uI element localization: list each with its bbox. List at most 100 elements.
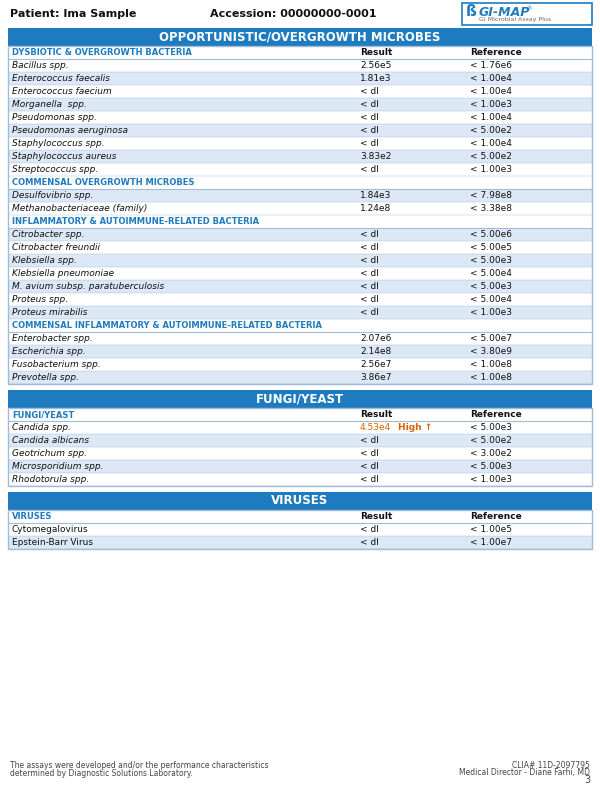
Text: Escherichia spp.: Escherichia spp. xyxy=(12,347,86,356)
Text: < dl: < dl xyxy=(360,282,379,291)
Bar xyxy=(8,358,592,371)
Text: < dl: < dl xyxy=(360,449,379,458)
Text: 1.24e8: 1.24e8 xyxy=(360,204,391,213)
Text: Klebsiella pneumoniae: Klebsiella pneumoniae xyxy=(12,269,114,278)
Text: < dl: < dl xyxy=(360,230,379,239)
Text: Result: Result xyxy=(360,48,392,57)
Text: < 5.00e3: < 5.00e3 xyxy=(470,282,512,291)
Text: Enterobacter spp.: Enterobacter spp. xyxy=(12,334,93,343)
Text: Prevotella spp.: Prevotella spp. xyxy=(12,373,79,382)
Text: 2.07e6: 2.07e6 xyxy=(360,334,391,343)
Text: Result: Result xyxy=(360,410,392,419)
Text: < dl: < dl xyxy=(360,525,379,534)
Text: < 5.00e2: < 5.00e2 xyxy=(470,126,512,135)
Bar xyxy=(8,408,592,486)
Bar xyxy=(8,371,592,384)
Text: 3.86e7: 3.86e7 xyxy=(360,373,392,382)
Text: < 5.00e7: < 5.00e7 xyxy=(470,334,512,343)
Text: < dl: < dl xyxy=(360,139,379,148)
Bar xyxy=(462,3,592,25)
Text: OPPORTUNISTIC/OVERGROWTH MICROBES: OPPORTUNISTIC/OVERGROWTH MICROBES xyxy=(160,31,440,43)
Text: < dl: < dl xyxy=(360,87,379,96)
Bar xyxy=(8,176,592,189)
Text: Proteus mirabilis: Proteus mirabilis xyxy=(12,308,88,317)
Text: ®: ® xyxy=(526,6,532,12)
Bar xyxy=(8,98,592,111)
Text: < dl: < dl xyxy=(360,295,379,304)
Text: < dl: < dl xyxy=(360,475,379,484)
Text: Reference: Reference xyxy=(470,410,522,419)
Text: Candida albicans: Candida albicans xyxy=(12,436,89,445)
Text: < 1.00e3: < 1.00e3 xyxy=(470,100,512,109)
Text: Cytomegalovirus: Cytomegalovirus xyxy=(12,525,89,534)
Text: < 1.00e8: < 1.00e8 xyxy=(470,373,512,382)
Bar xyxy=(8,163,592,176)
Text: Proteus spp.: Proteus spp. xyxy=(12,295,68,304)
Text: INFLAMMATORY & AUTOIMMUNE-RELATED BACTERIA: INFLAMMATORY & AUTOIMMUNE-RELATED BACTER… xyxy=(12,217,259,226)
Text: 3.83e2: 3.83e2 xyxy=(360,152,391,161)
Text: Result: Result xyxy=(360,512,392,521)
Text: < 5.00e4: < 5.00e4 xyxy=(470,295,512,304)
Text: < 3.38e8: < 3.38e8 xyxy=(470,204,512,213)
Text: determined by Diagnostic Solutions Laboratory.: determined by Diagnostic Solutions Labor… xyxy=(10,769,193,777)
Bar xyxy=(8,28,592,46)
Text: Candida spp.: Candida spp. xyxy=(12,423,71,432)
Bar xyxy=(8,228,592,241)
Text: ß: ß xyxy=(466,5,477,20)
Text: Citrobacter spp.: Citrobacter spp. xyxy=(12,230,85,239)
Text: Morganella  spp.: Morganella spp. xyxy=(12,100,87,109)
Text: Streptococcus spp.: Streptococcus spp. xyxy=(12,165,98,174)
Text: DYSBIOTIC & OVERGROWTH BACTERIA: DYSBIOTIC & OVERGROWTH BACTERIA xyxy=(12,48,192,57)
Text: < 1.00e3: < 1.00e3 xyxy=(470,475,512,484)
Bar xyxy=(8,510,592,549)
Bar xyxy=(8,306,592,319)
Text: < 1.00e3: < 1.00e3 xyxy=(470,165,512,174)
Bar xyxy=(8,492,592,510)
Text: 2.14e8: 2.14e8 xyxy=(360,347,391,356)
Text: Citrobacter freundii: Citrobacter freundii xyxy=(12,243,100,252)
Text: < 5.00e4: < 5.00e4 xyxy=(470,269,512,278)
Bar xyxy=(8,421,592,434)
Bar xyxy=(8,150,592,163)
Text: < 5.00e2: < 5.00e2 xyxy=(470,436,512,445)
Bar xyxy=(8,267,592,280)
Text: 2.56e5: 2.56e5 xyxy=(360,61,391,70)
Text: CLIA# 11D-2097795: CLIA# 11D-2097795 xyxy=(512,762,590,770)
Text: High ↑: High ↑ xyxy=(398,423,432,432)
Bar xyxy=(8,124,592,137)
Text: Epstein-Barr Virus: Epstein-Barr Virus xyxy=(12,538,93,547)
Text: Enterococcus faecalis: Enterococcus faecalis xyxy=(12,74,110,83)
Text: VIRUSES: VIRUSES xyxy=(12,512,52,521)
Text: < dl: < dl xyxy=(360,113,379,122)
Text: < dl: < dl xyxy=(360,436,379,445)
Text: VIRUSES: VIRUSES xyxy=(271,494,329,508)
Text: Medical Director - Diane Farhi, MD: Medical Director - Diane Farhi, MD xyxy=(459,769,590,777)
Text: 1.81e3: 1.81e3 xyxy=(360,74,392,83)
Text: Reference: Reference xyxy=(470,512,522,521)
Bar xyxy=(8,447,592,460)
Text: COMMENSAL OVERGROWTH MICROBES: COMMENSAL OVERGROWTH MICROBES xyxy=(12,178,194,187)
Bar xyxy=(8,72,592,85)
Text: < dl: < dl xyxy=(360,126,379,135)
Text: Rhodotorula spp.: Rhodotorula spp. xyxy=(12,475,89,484)
Text: 2.56e7: 2.56e7 xyxy=(360,360,391,369)
Text: < 1.00e4: < 1.00e4 xyxy=(470,113,512,122)
Text: < dl: < dl xyxy=(360,256,379,265)
Bar xyxy=(8,332,592,345)
Bar xyxy=(8,473,592,486)
Bar xyxy=(8,85,592,98)
Text: Klebsiella spp.: Klebsiella spp. xyxy=(12,256,77,265)
Text: Geotrichum spp.: Geotrichum spp. xyxy=(12,449,87,458)
Bar xyxy=(8,510,592,523)
Text: 3: 3 xyxy=(584,775,590,785)
Text: < 7.98e8: < 7.98e8 xyxy=(470,191,512,200)
Text: Desulfovibrio spp.: Desulfovibrio spp. xyxy=(12,191,94,200)
Bar xyxy=(8,293,592,306)
Text: < 3.80e9: < 3.80e9 xyxy=(470,347,512,356)
Bar xyxy=(8,390,592,408)
Bar xyxy=(8,215,592,228)
Text: Staphylococcus aureus: Staphylococcus aureus xyxy=(12,152,116,161)
Bar xyxy=(8,434,592,447)
Text: < 5.00e3: < 5.00e3 xyxy=(470,462,512,471)
Text: < 1.00e8: < 1.00e8 xyxy=(470,360,512,369)
